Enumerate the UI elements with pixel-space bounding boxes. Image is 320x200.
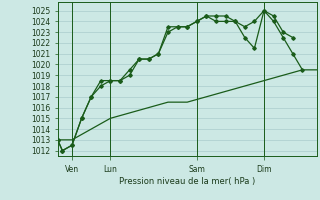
X-axis label: Pression niveau de la mer( hPa ): Pression niveau de la mer( hPa ) [119, 177, 255, 186]
